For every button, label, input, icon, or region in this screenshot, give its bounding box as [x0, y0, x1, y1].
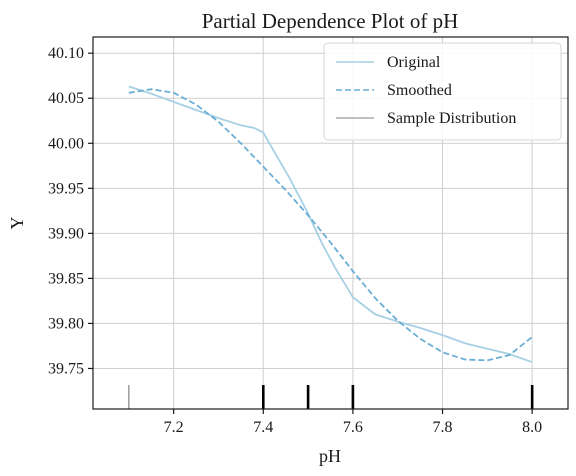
- legend-box: [323, 42, 562, 141]
- chart-title: Partial Dependence Plot of pH: [202, 9, 459, 33]
- series-smoothed-line: [128, 88, 533, 362]
- y-tick-label: 40.00: [48, 135, 84, 152]
- y-tick-label: 39.95: [48, 180, 84, 197]
- plot-frame: [92, 36, 569, 410]
- y-axis-label: Y: [7, 217, 27, 230]
- legend: Original Smoothed Sample Distribution: [323, 42, 562, 141]
- y-tick-label: 39.75: [48, 360, 84, 377]
- y-tick-label: 39.80: [48, 315, 84, 332]
- x-tick-label: 7.2: [164, 419, 184, 436]
- sample-distribution-rug: [128, 385, 534, 409]
- y-tick-label: 40.10: [48, 45, 84, 62]
- x-axis-label: pH: [319, 446, 341, 466]
- x-tick-label: 8.0: [522, 419, 542, 436]
- x-axis-ticks: 7.2 7.4 7.6 7.8 8.0: [164, 409, 542, 436]
- x-tick-label: 7.6: [343, 419, 363, 436]
- x-tick-label: 7.8: [433, 419, 453, 436]
- legend-label-original: Original: [387, 54, 441, 71]
- y-tick-label: 39.85: [48, 270, 84, 287]
- legend-label-smoothed: Smoothed: [387, 82, 452, 99]
- x-tick-label: 7.4: [253, 419, 273, 436]
- y-tick-label: 39.90: [48, 225, 84, 242]
- y-tick-label: 40.05: [48, 90, 84, 107]
- legend-label-sample-distribution: Sample Distribution: [387, 110, 516, 127]
- y-axis-ticks: 39.75 39.80 39.85 39.90 39.95 40.00 40.05 40.10: [48, 45, 93, 377]
- series-layer: [128, 85, 533, 364]
